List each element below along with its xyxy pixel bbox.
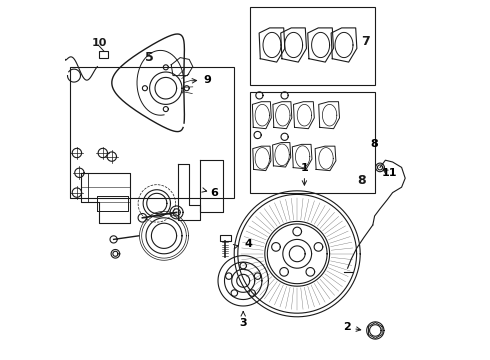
- Bar: [250, 92, 374, 193]
- Polygon shape: [315, 146, 336, 171]
- Polygon shape: [281, 28, 306, 62]
- Bar: [220, 235, 231, 241]
- Text: 2: 2: [343, 323, 361, 333]
- Text: 11: 11: [381, 168, 397, 179]
- Text: 10: 10: [92, 38, 107, 48]
- Text: 3: 3: [240, 312, 247, 328]
- Polygon shape: [318, 102, 340, 129]
- Polygon shape: [308, 28, 334, 62]
- Text: 8: 8: [371, 139, 378, 149]
- Text: 5: 5: [145, 51, 154, 64]
- Polygon shape: [252, 102, 271, 129]
- Text: 4: 4: [233, 239, 252, 249]
- Polygon shape: [293, 144, 312, 169]
- Text: 8: 8: [358, 174, 367, 186]
- Polygon shape: [273, 102, 292, 129]
- Polygon shape: [253, 146, 271, 171]
- Polygon shape: [272, 143, 291, 167]
- Bar: [71, 67, 234, 198]
- Text: 1: 1: [300, 163, 308, 185]
- Text: 7: 7: [361, 35, 370, 48]
- Polygon shape: [259, 28, 285, 62]
- Polygon shape: [331, 28, 357, 62]
- Text: 9: 9: [192, 75, 211, 85]
- Bar: [99, 51, 108, 58]
- Bar: [250, 7, 374, 85]
- Text: 6: 6: [202, 188, 219, 198]
- Polygon shape: [294, 102, 314, 129]
